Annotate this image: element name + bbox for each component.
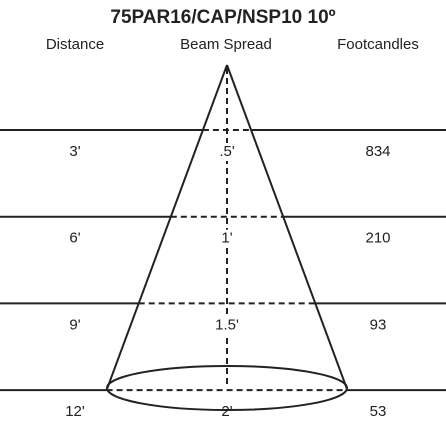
distance: 3' — [69, 143, 80, 160]
beam-ellipse — [106, 365, 348, 411]
label-bg — [209, 316, 245, 335]
beam-spread: 1' — [221, 230, 232, 247]
label-bg — [209, 403, 245, 422]
cone-edge — [106, 64, 228, 390]
distance: 6' — [69, 230, 80, 247]
beam-spread: 2' — [221, 403, 232, 420]
label-bg — [209, 229, 245, 248]
column-header: Beam Spread — [180, 36, 272, 53]
beam-spread: 1.5' — [215, 316, 239, 333]
beam-spread: .5' — [219, 143, 235, 160]
labels: 3' .5' 834 6' 1' 210 9' 1.5' 93 12' 2' 53 — [65, 143, 391, 422]
rows — [0, 129, 446, 392]
footcandles: 834 — [365, 143, 390, 160]
distance: 9' — [69, 316, 80, 333]
label-bg — [209, 143, 245, 161]
footcandles: 53 — [370, 403, 387, 420]
cone-edge — [226, 64, 348, 390]
column-header: Distance — [46, 36, 104, 53]
distance: 12' — [65, 403, 85, 420]
footcandles: 93 — [370, 316, 387, 333]
footcandles: 210 — [365, 230, 390, 247]
column-header: Footcandles — [337, 36, 419, 53]
title: 75PAR16/CAP/NSP10 10º — [110, 7, 335, 28]
